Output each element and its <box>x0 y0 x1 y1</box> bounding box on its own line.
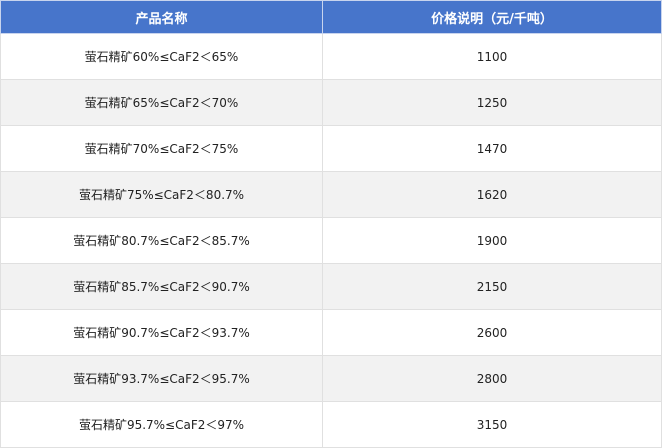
price-cell: 2800 <box>322 355 662 402</box>
product-name-cell: 萤石精矿93.7%≤CaF2＜95.7% <box>0 355 323 402</box>
table-row: 萤石精矿65%≤CaF2＜70% 1250 <box>0 79 662 126</box>
price-cell: 1250 <box>322 79 662 126</box>
price-cell: 1470 <box>322 125 662 172</box>
header-product-name: 产品名称 <box>0 0 323 34</box>
table-row: 萤石精矿60%≤CaF2＜65% 1100 <box>0 33 662 80</box>
price-cell: 1900 <box>322 217 662 264</box>
product-name-cell: 萤石精矿70%≤CaF2＜75% <box>0 125 323 172</box>
table-row: 萤石精矿70%≤CaF2＜75% 1470 <box>0 125 662 172</box>
table-row: 萤石精矿80.7%≤CaF2＜85.7% 1900 <box>0 217 662 264</box>
header-price: 价格说明（元/千吨） <box>322 0 662 34</box>
table-row: 萤石精矿75%≤CaF2＜80.7% 1620 <box>0 171 662 218</box>
product-name-cell: 萤石精矿75%≤CaF2＜80.7% <box>0 171 323 218</box>
price-cell: 2150 <box>322 263 662 310</box>
table-row: 萤石精矿90.7%≤CaF2＜93.7% 2600 <box>0 309 662 356</box>
price-cell: 1620 <box>322 171 662 218</box>
product-name-cell: 萤石精矿65%≤CaF2＜70% <box>0 79 323 126</box>
table-row: 萤石精矿95.7%≤CaF2＜97% 3150 <box>0 401 662 448</box>
price-cell: 3150 <box>322 401 662 448</box>
product-name-cell: 萤石精矿80.7%≤CaF2＜85.7% <box>0 217 323 264</box>
table-row: 萤石精矿85.7%≤CaF2＜90.7% 2150 <box>0 263 662 310</box>
table-row: 萤石精矿93.7%≤CaF2＜95.7% 2800 <box>0 355 662 402</box>
header-row: 产品名称 价格说明（元/千吨） <box>0 0 662 34</box>
price-cell: 2600 <box>322 309 662 356</box>
product-name-cell: 萤石精矿60%≤CaF2＜65% <box>0 33 323 80</box>
product-name-cell: 萤石精矿90.7%≤CaF2＜93.7% <box>0 309 323 356</box>
product-name-cell: 萤石精矿95.7%≤CaF2＜97% <box>0 401 323 448</box>
price-cell: 1100 <box>322 33 662 80</box>
product-name-cell: 萤石精矿85.7%≤CaF2＜90.7% <box>0 263 323 310</box>
